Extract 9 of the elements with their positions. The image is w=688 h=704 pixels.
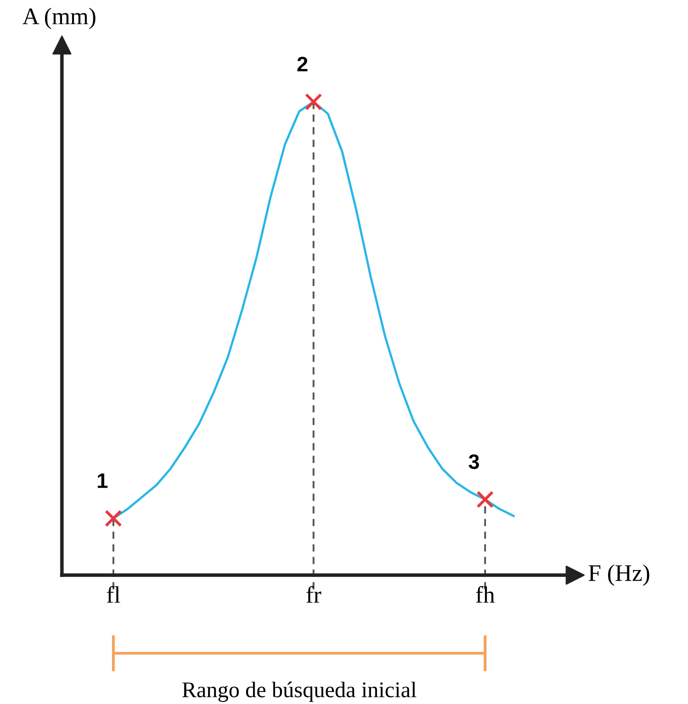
y-axis-title: A (mm) <box>22 8 96 30</box>
annotation: 3 <box>468 454 480 470</box>
x-tick-label: fl <box>106 586 120 603</box>
annotation: 1 <box>98 473 108 488</box>
annotation: 2 <box>297 56 308 72</box>
x-tick-label: fr <box>306 586 322 603</box>
x-tick-label: fh <box>476 586 495 603</box>
x-axis-title: F (Hz) <box>588 564 650 586</box>
text: Rango de búsqueda inicial <box>182 682 416 702</box>
